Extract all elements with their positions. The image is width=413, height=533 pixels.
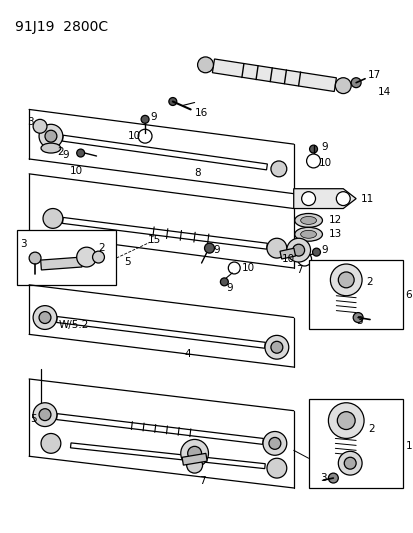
Polygon shape — [62, 135, 267, 170]
Text: 16: 16 — [194, 108, 207, 118]
Circle shape — [262, 432, 286, 455]
Circle shape — [33, 119, 47, 133]
Text: 9: 9 — [320, 142, 327, 152]
Text: 7: 7 — [295, 265, 301, 275]
Polygon shape — [182, 454, 206, 465]
Text: W/5.2: W/5.2 — [59, 320, 89, 330]
Text: 5: 5 — [124, 257, 131, 267]
Circle shape — [335, 192, 349, 206]
Ellipse shape — [300, 216, 316, 224]
Text: 2: 2 — [57, 147, 63, 157]
Circle shape — [33, 305, 57, 329]
Circle shape — [335, 78, 350, 94]
Text: 10: 10 — [318, 158, 331, 168]
Circle shape — [337, 272, 353, 288]
Polygon shape — [293, 189, 355, 208]
Circle shape — [29, 252, 41, 264]
Text: 10: 10 — [128, 131, 141, 141]
Polygon shape — [212, 59, 336, 92]
Circle shape — [39, 312, 51, 324]
Text: 10: 10 — [281, 254, 294, 264]
Text: 9: 9 — [226, 283, 233, 293]
Text: 6: 6 — [405, 290, 411, 300]
Circle shape — [43, 208, 63, 228]
Circle shape — [350, 78, 360, 87]
Ellipse shape — [294, 228, 322, 241]
Text: 3: 3 — [320, 473, 326, 483]
Circle shape — [204, 243, 214, 253]
Text: 10: 10 — [70, 166, 83, 176]
Text: 17: 17 — [367, 70, 380, 80]
Circle shape — [270, 161, 286, 177]
Text: 7: 7 — [199, 476, 206, 486]
Polygon shape — [70, 443, 265, 469]
Circle shape — [266, 458, 286, 478]
Circle shape — [220, 278, 228, 286]
Polygon shape — [40, 257, 82, 270]
Polygon shape — [57, 414, 263, 445]
Text: 9: 9 — [150, 112, 156, 123]
Circle shape — [337, 451, 361, 475]
Polygon shape — [57, 317, 265, 348]
Circle shape — [352, 312, 362, 322]
Circle shape — [328, 473, 337, 483]
Polygon shape — [279, 248, 295, 259]
Circle shape — [328, 403, 363, 439]
Text: 2: 2 — [367, 424, 374, 433]
Circle shape — [41, 433, 61, 453]
Ellipse shape — [41, 143, 61, 153]
Circle shape — [93, 251, 104, 263]
Text: 9: 9 — [62, 150, 69, 160]
Text: 8: 8 — [194, 168, 201, 178]
Circle shape — [268, 438, 280, 449]
Text: 2: 2 — [98, 243, 105, 253]
Circle shape — [337, 411, 354, 430]
Circle shape — [309, 145, 317, 153]
Text: 5: 5 — [30, 414, 36, 424]
Circle shape — [141, 115, 149, 123]
Text: 9: 9 — [213, 245, 220, 255]
Text: 14: 14 — [377, 86, 390, 96]
Circle shape — [344, 457, 355, 469]
Bar — [308, 399, 402, 488]
Circle shape — [39, 124, 63, 148]
Circle shape — [76, 247, 96, 267]
Text: 3: 3 — [20, 239, 27, 249]
Circle shape — [197, 57, 213, 73]
Text: 12: 12 — [328, 215, 341, 225]
Circle shape — [292, 244, 304, 256]
Ellipse shape — [294, 214, 322, 228]
Circle shape — [187, 446, 201, 460]
Text: 15: 15 — [148, 235, 161, 245]
Circle shape — [33, 403, 57, 426]
Circle shape — [45, 130, 57, 142]
Circle shape — [76, 149, 84, 157]
Bar — [308, 260, 402, 329]
Text: 1: 1 — [405, 441, 411, 451]
Text: 10: 10 — [242, 263, 255, 273]
Circle shape — [186, 457, 202, 473]
Text: 91J19  2800C: 91J19 2800C — [15, 20, 108, 34]
Circle shape — [286, 238, 310, 262]
Circle shape — [301, 192, 315, 206]
Text: 2: 2 — [365, 277, 372, 287]
Circle shape — [270, 341, 282, 353]
Circle shape — [330, 264, 361, 296]
Circle shape — [169, 98, 176, 106]
Text: 9: 9 — [320, 245, 327, 255]
Ellipse shape — [300, 230, 316, 238]
Text: 4: 4 — [184, 349, 191, 359]
Text: 3: 3 — [355, 317, 362, 327]
Circle shape — [39, 409, 51, 421]
Circle shape — [266, 238, 286, 258]
Circle shape — [264, 335, 288, 359]
Text: 13: 13 — [328, 229, 341, 239]
Text: 11: 11 — [360, 193, 373, 204]
Polygon shape — [62, 217, 267, 249]
Text: 3: 3 — [27, 117, 34, 127]
Bar — [17, 230, 116, 285]
Circle shape — [312, 248, 320, 256]
Circle shape — [180, 439, 208, 467]
